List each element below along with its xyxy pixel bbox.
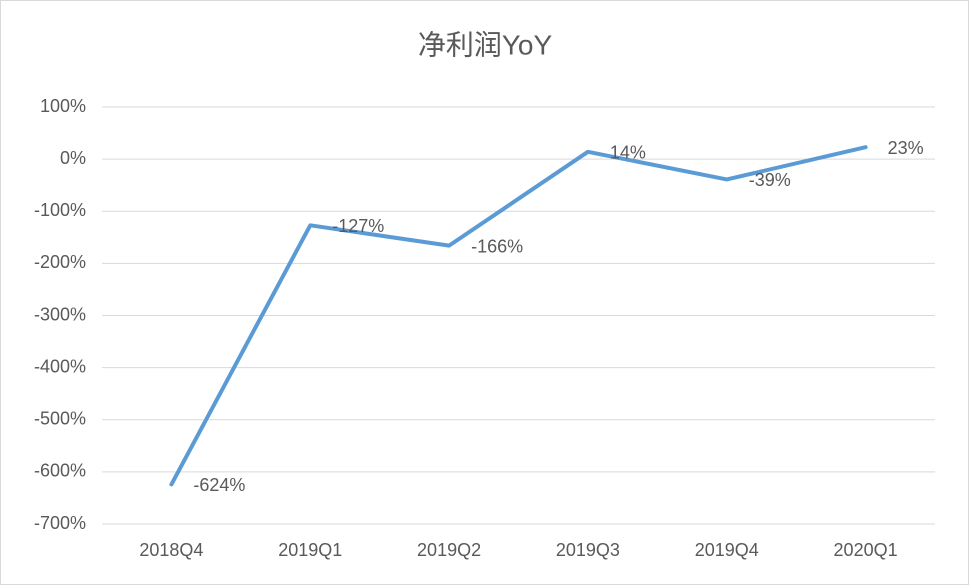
y-tick-label: -300% [34, 304, 86, 324]
chart-title: 净利润YoY [418, 29, 553, 60]
data-line [169, 145, 868, 487]
y-tick-label: -500% [34, 409, 86, 429]
y-tick-label: -700% [34, 513, 86, 533]
data-label: 23% [888, 138, 924, 158]
x-tick-label: 2019Q2 [417, 540, 481, 560]
y-tick-label: 100% [40, 96, 86, 116]
data-label: -127% [332, 216, 384, 236]
y-tick-label: -600% [34, 461, 86, 481]
y-tick-label: -400% [34, 356, 86, 376]
data-label: -624% [193, 475, 245, 495]
data-label: -39% [749, 170, 791, 190]
y-tick-label: -200% [34, 252, 86, 272]
x-tick-label: 2019Q4 [695, 540, 759, 560]
y-tick-label: 0% [60, 148, 86, 168]
data-label: 14% [610, 143, 646, 163]
data-label: -166% [471, 236, 523, 256]
x-tick-label: 2019Q1 [278, 540, 342, 560]
x-tick-label: 2019Q3 [556, 540, 620, 560]
x-tick-label: 2018Q4 [139, 540, 203, 560]
x-tick-label: 2020Q1 [834, 540, 898, 560]
y-tick-label: -100% [34, 200, 86, 220]
